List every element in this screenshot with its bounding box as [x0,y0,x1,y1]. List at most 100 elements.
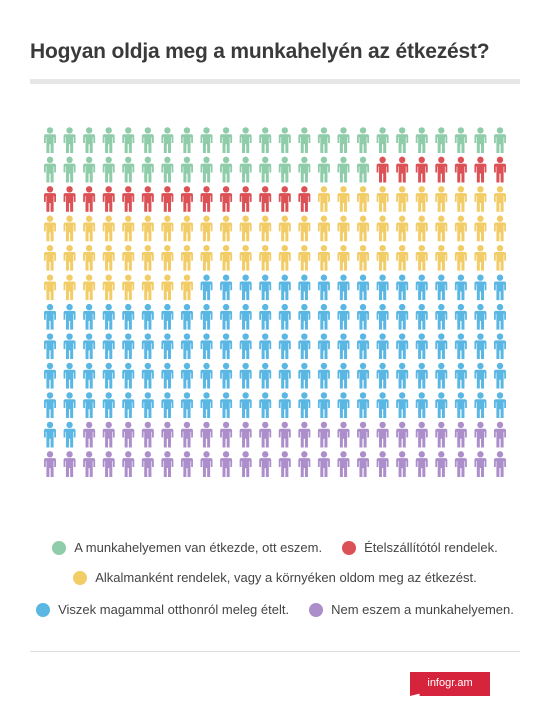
person-icon [278,215,291,242]
person-icon [180,274,193,301]
person-icon [337,421,350,448]
person-icon [122,274,135,301]
person-icon [474,451,487,477]
person-icon [180,245,193,271]
person-icon [474,245,487,271]
person-icon [396,303,409,330]
person-icon [278,333,291,360]
person-icon [239,362,252,389]
legend-swatch [73,570,88,585]
person-icon [278,245,291,271]
person-icon [415,127,428,153]
person-icon [415,451,428,477]
person-icon [220,156,233,183]
person-icon [278,392,291,419]
person-icon [161,421,174,448]
person-icon [63,245,76,271]
person-icon [220,215,233,242]
person-icon [454,156,467,183]
person-icon [376,303,389,330]
person-icon [239,186,252,212]
person-icon [63,421,76,448]
person-icon [102,156,115,183]
person-icon [298,392,311,419]
person-icon [180,215,193,242]
person-icon [102,186,115,212]
person-icon [259,186,272,212]
person-icon [454,127,467,153]
person-icon [298,215,311,242]
person-icon [200,392,213,419]
person-icon [180,333,193,360]
legend-swatch [342,540,357,555]
person-icon [44,303,56,330]
person-icon [317,245,330,271]
person-icon [454,421,467,448]
person-icon [83,362,96,389]
person-icon [317,451,330,477]
person-icon [83,186,96,212]
person-icon [317,274,330,301]
legend-item[interactable]: Ételszállítótól rendelek. [342,540,498,555]
person-icon [220,186,233,212]
person-icon [337,215,350,242]
person-icon [122,451,135,477]
person-icon [337,392,350,419]
legend-item[interactable]: Alkalmanként rendelek, vagy a környéken … [73,570,477,585]
person-icon [161,274,174,301]
person-icon [44,215,56,242]
person-icon [317,186,330,212]
person-icon [239,127,252,153]
legend-item[interactable]: A munkahelyemen van étkezde, ott eszem. [52,540,322,555]
person-icon [415,215,428,242]
person-icon [278,186,291,212]
person-icon [454,274,467,301]
person-icon [454,186,467,212]
person-icon [44,362,56,389]
person-icon [396,186,409,212]
person-icon [161,392,174,419]
person-icon [44,245,56,271]
person-icon [357,186,370,212]
person-icon [83,333,96,360]
person-icon [474,303,487,330]
person-icon [44,156,56,183]
legend-item[interactable]: Viszek magammal otthonról meleg ételt. [36,602,289,617]
person-icon [435,303,448,330]
person-icon [180,127,193,153]
person-icon [357,362,370,389]
person-icon [259,333,272,360]
person-icon [317,156,330,183]
person-icon [83,215,96,242]
person-icon [376,215,389,242]
person-icon [337,127,350,153]
person-icon [63,127,76,153]
person-icon [278,303,291,330]
person-icon [317,421,330,448]
person-icon [200,303,213,330]
person-icon [376,333,389,360]
person-icon [278,156,291,183]
person-icon [435,156,448,183]
person-icon [415,303,428,330]
person-icon [141,215,154,242]
person-icon [317,392,330,419]
person-icon [396,333,409,360]
person-icon [337,303,350,330]
legend-row: Viszek magammal otthonról meleg ételt. Ne… [0,602,550,617]
person-icon [474,186,487,212]
person-icon [474,274,487,301]
person-icon [454,362,467,389]
person-icon [200,421,213,448]
person-icon [298,127,311,153]
legend-item[interactable]: Nem eszem a munkahelyemen. [309,602,514,617]
person-icon [141,303,154,330]
person-icon [396,362,409,389]
person-icon [435,362,448,389]
person-icon [161,245,174,271]
logo-text: infogr.am [427,677,473,689]
person-icon [180,362,193,389]
infogram-logo[interactable]: infogr.am [410,672,490,696]
person-icon [376,392,389,419]
person-icon [141,421,154,448]
